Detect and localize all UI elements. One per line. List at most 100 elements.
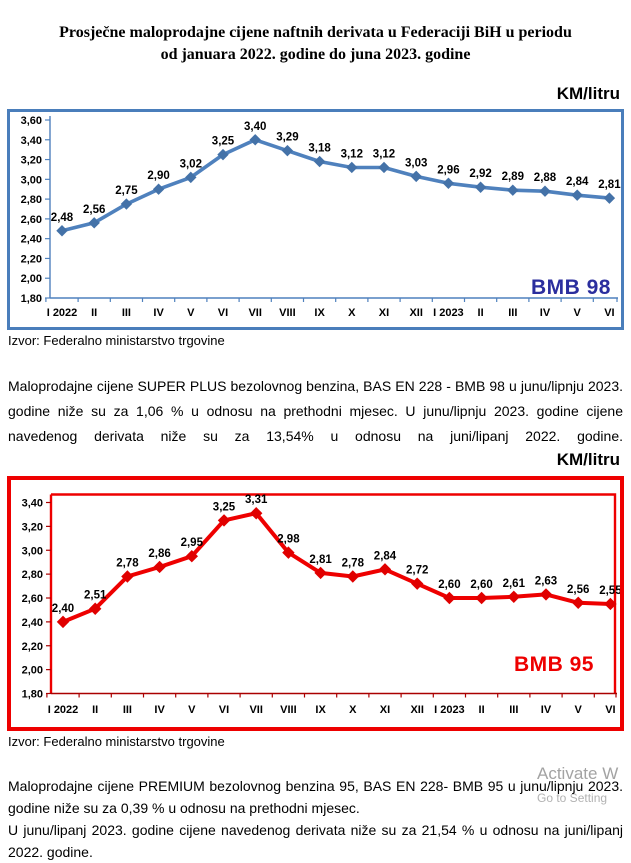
svg-text:II: II — [91, 307, 97, 319]
svg-text:3,00: 3,00 — [22, 545, 43, 557]
svg-text:2,55: 2,55 — [599, 585, 620, 597]
svg-text:2,96: 2,96 — [437, 164, 459, 176]
svg-text:IV: IV — [153, 307, 164, 319]
source-note-bmb95: Izvor: Federalno ministarstvo trgovine — [8, 734, 225, 749]
svg-text:XI: XI — [379, 307, 389, 319]
paragraph-bmb98: Maloprodajne cijene SUPER PLUS bezolovno… — [8, 378, 623, 444]
svg-text:VIII: VIII — [280, 704, 297, 716]
svg-text:VI: VI — [604, 307, 614, 319]
svg-text:3,31: 3,31 — [245, 494, 268, 506]
svg-text:2,48: 2,48 — [51, 212, 74, 224]
svg-text:X: X — [349, 704, 357, 716]
svg-text:VII: VII — [249, 704, 262, 716]
svg-text:2,40: 2,40 — [21, 234, 42, 246]
svg-text:2,40: 2,40 — [22, 617, 43, 629]
svg-text:2,80: 2,80 — [21, 194, 42, 206]
svg-text:2,89: 2,89 — [502, 171, 524, 183]
svg-text:2,81: 2,81 — [598, 179, 621, 191]
svg-text:IX: IX — [315, 704, 326, 716]
svg-text:V: V — [188, 704, 196, 716]
svg-text:3,20: 3,20 — [21, 155, 42, 167]
svg-text:2,60: 2,60 — [22, 593, 43, 605]
chart-bmb98-frame: 3,60 3,40 3,20 3,00 2,80 2,60 2,40 2,20 2,00 1,80… — [7, 109, 624, 330]
svg-text:VI: VI — [218, 307, 228, 319]
bmb95-line-chart: 3,40 3,20 3,00 2,80 2,60 2,40 2,20 2,00 1,80 I 20… — [22, 493, 620, 716]
svg-text:3,20: 3,20 — [22, 521, 43, 533]
paragraph-bmb95-second: U junu/lipanj 2023. godine cijene navede… — [8, 822, 623, 860]
svg-text:BMB 95: BMB 95 — [514, 653, 594, 676]
svg-text:VIII: VIII — [279, 307, 296, 319]
svg-text:2,80: 2,80 — [22, 569, 43, 581]
svg-text:VI: VI — [219, 704, 229, 716]
svg-text:2,40: 2,40 — [52, 603, 74, 615]
paragraph-bmb95-first: Maloprodajne cijene PREMIUM bezolovnog b… — [8, 778, 623, 816]
svg-text:2,00: 2,00 — [22, 665, 43, 677]
svg-text:2,20: 2,20 — [22, 641, 43, 653]
svg-text:2,60: 2,60 — [470, 579, 492, 591]
watermark-line1: Activate W — [537, 764, 619, 783]
svg-text:2,98: 2,98 — [277, 534, 300, 546]
svg-text:III: III — [509, 704, 518, 716]
svg-text:X: X — [348, 307, 356, 319]
svg-text:I 2022: I 2022 — [48, 704, 79, 716]
svg-text:2,86: 2,86 — [148, 548, 170, 560]
svg-text:III: III — [123, 704, 132, 716]
svg-text:2,61: 2,61 — [503, 578, 526, 590]
svg-text:3,18: 3,18 — [308, 143, 331, 155]
bmb98-line-chart: 3,60 3,40 3,20 3,00 2,80 2,60 2,40 2,20 2,00 1,80… — [21, 115, 621, 319]
page-title: Prosječne maloprodajne cijene naftnih de… — [0, 22, 631, 66]
svg-text:3,25: 3,25 — [212, 136, 235, 148]
svg-text:IV: IV — [154, 704, 165, 716]
unit-label-bmb98: KM/litru — [556, 84, 620, 103]
svg-text:2,63: 2,63 — [535, 575, 557, 587]
svg-text:3,12: 3,12 — [341, 149, 363, 161]
svg-text:2,88: 2,88 — [534, 172, 557, 184]
svg-text:III: III — [508, 307, 517, 319]
svg-text:2,51: 2,51 — [84, 590, 107, 602]
svg-text:IX: IX — [314, 307, 325, 319]
svg-text:XII: XII — [409, 307, 422, 319]
svg-text:3,29: 3,29 — [276, 132, 298, 144]
svg-text:3,03: 3,03 — [405, 157, 427, 169]
svg-text:III: III — [122, 307, 131, 319]
svg-text:3,25: 3,25 — [213, 501, 236, 513]
svg-text:3,00: 3,00 — [21, 174, 42, 186]
svg-text:2,78: 2,78 — [116, 558, 139, 570]
svg-text:2,75: 2,75 — [115, 185, 138, 197]
svg-text:2,78: 2,78 — [342, 558, 365, 570]
svg-text:2,84: 2,84 — [566, 176, 589, 188]
svg-text:3,40: 3,40 — [244, 121, 266, 133]
svg-text:VII: VII — [248, 307, 261, 319]
svg-text:2,84: 2,84 — [374, 550, 397, 562]
svg-text:3,40: 3,40 — [22, 498, 43, 510]
svg-text:VI: VI — [605, 704, 615, 716]
svg-text:II: II — [479, 704, 485, 716]
svg-text:I 2022: I 2022 — [47, 307, 78, 319]
svg-text:V: V — [574, 307, 582, 319]
svg-text:V: V — [187, 307, 195, 319]
svg-text:2,60: 2,60 — [438, 579, 460, 591]
svg-text:XII: XII — [410, 704, 423, 716]
svg-text:XI: XI — [380, 704, 390, 716]
svg-text:V: V — [575, 704, 583, 716]
report-page: { "page": { "title_line1": "Prosječne ma… — [0, 22, 631, 860]
svg-text:2,00: 2,00 — [21, 273, 42, 285]
page-title-line1: Prosječne maloprodajne cijene naftnih de… — [59, 23, 572, 41]
svg-text:2,56: 2,56 — [83, 204, 105, 216]
svg-text:BMB 98: BMB 98 — [531, 276, 611, 299]
svg-text:2,56: 2,56 — [567, 584, 589, 596]
svg-text:3,40: 3,40 — [21, 135, 42, 147]
chart-bmb95-frame: 3,40 3,20 3,00 2,80 2,60 2,40 2,20 2,00 1,80 I 20… — [7, 476, 624, 731]
svg-text:3,12: 3,12 — [373, 149, 395, 161]
svg-text:2,72: 2,72 — [406, 565, 428, 577]
svg-text:3,02: 3,02 — [180, 158, 202, 170]
svg-text:2,90: 2,90 — [147, 170, 169, 182]
svg-text:3,60: 3,60 — [21, 115, 42, 127]
svg-text:I 2023: I 2023 — [433, 307, 464, 319]
svg-text:2,81: 2,81 — [309, 554, 332, 566]
svg-text:2,95: 2,95 — [181, 537, 204, 549]
page-title-line2: od januara 2022. godine do juna 2023. go… — [160, 45, 471, 63]
windows-activation-watermark: Activate W Go to Setting — [537, 764, 631, 805]
svg-text:1,80: 1,80 — [21, 293, 42, 305]
unit-label-bmb95: KM/litru — [556, 450, 620, 469]
